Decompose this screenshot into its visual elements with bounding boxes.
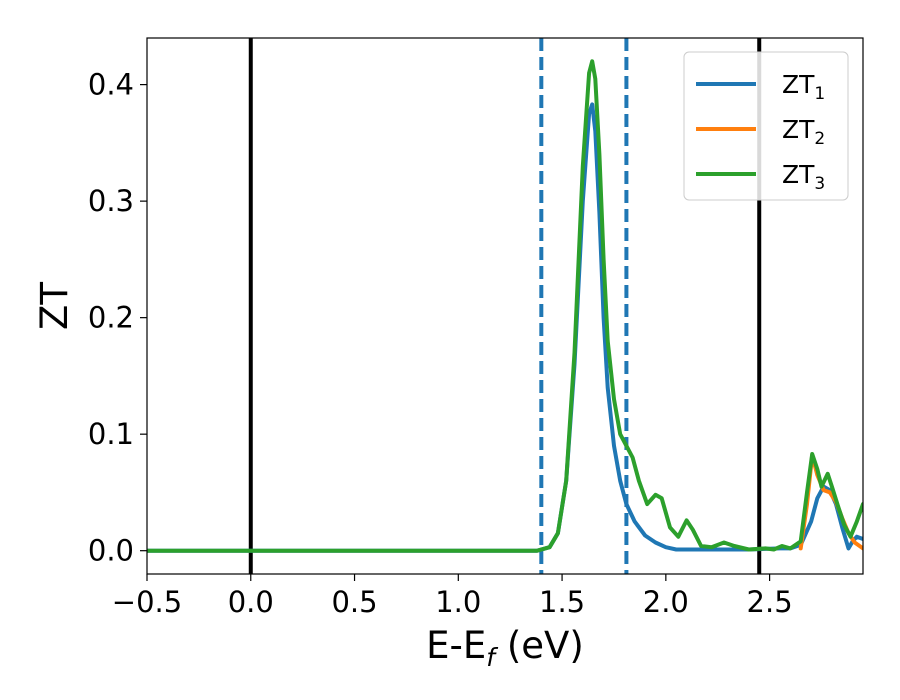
- legend-label-1: ZT1: [782, 70, 825, 104]
- legend-label-2: ZT2: [782, 115, 825, 149]
- y-tick-label-2: 0.2: [88, 301, 134, 335]
- x-tick-label-4: 1.5: [539, 585, 585, 619]
- series-line-3: [147, 59, 863, 553]
- x-tick-label-2: 0.5: [331, 585, 377, 619]
- x-tick-label-5: 2.0: [643, 585, 689, 619]
- plot-frame: [146, 37, 864, 575]
- y-tick-label-4: 0.4: [88, 68, 134, 102]
- y-tick-label-3: 0.3: [88, 184, 134, 218]
- y-axis: 0.0 0.1 0.2 0.3 0.4: [88, 68, 147, 568]
- x-axis-label: E-Ef (eV): [426, 624, 584, 672]
- x-tick-label-3: 1.0: [435, 585, 481, 619]
- series-group: [147, 59, 863, 553]
- legend-frame: [683, 51, 849, 201]
- y-axis-label: ZT: [33, 282, 76, 330]
- x-axis: −0.5 0.0 0.5 1.0 1.5 2.0 2.5: [112, 574, 793, 619]
- x-tick-label-0: −0.5: [112, 585, 182, 619]
- y-tick-label-0: 0.0: [88, 534, 134, 568]
- y-tick-label-1: 0.1: [88, 417, 134, 451]
- x-tick-label-1: 0.0: [228, 585, 274, 619]
- legend-label-3: ZT3: [782, 160, 825, 194]
- legend: ZT1 ZT2 ZT3: [683, 51, 849, 201]
- x-tick-label-6: 2.5: [747, 585, 793, 619]
